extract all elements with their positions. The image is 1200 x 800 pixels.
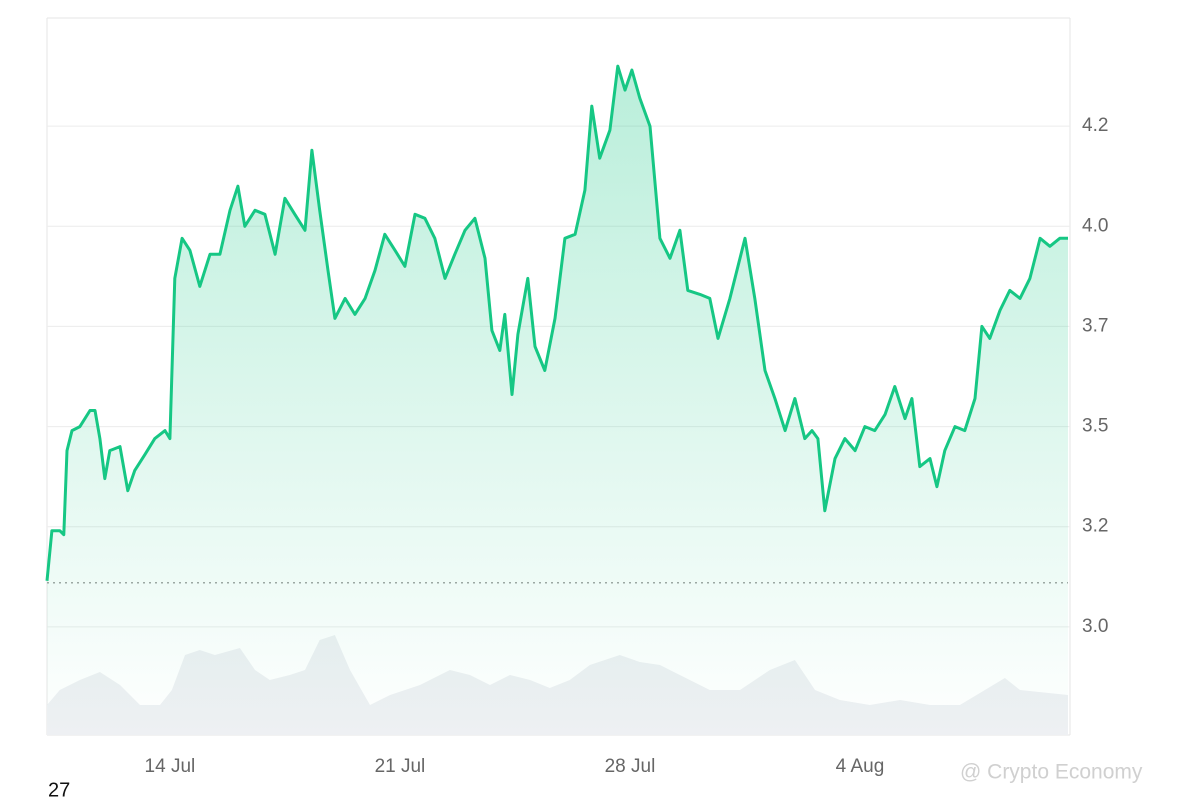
x-tick-label: 28 Jul (605, 756, 656, 777)
y-tick-label: 3.5 (1082, 416, 1108, 437)
footer-label: 27 (48, 779, 70, 800)
price-area (47, 66, 1068, 736)
y-tick-label: 3.2 (1082, 516, 1108, 537)
x-tick-label: 14 Jul (145, 756, 196, 777)
y-tick-label: 4.2 (1082, 115, 1108, 136)
x-tick-label: 21 Jul (375, 756, 426, 777)
watermark: @ Crypto Economy (960, 761, 1143, 784)
y-tick-label: 3.0 (1082, 616, 1108, 637)
y-tick-label: 3.7 (1082, 315, 1108, 336)
x-tick-label: 4 Aug (836, 756, 885, 777)
price-line (45, 64, 1068, 581)
y-tick-label: 4.0 (1082, 215, 1108, 236)
